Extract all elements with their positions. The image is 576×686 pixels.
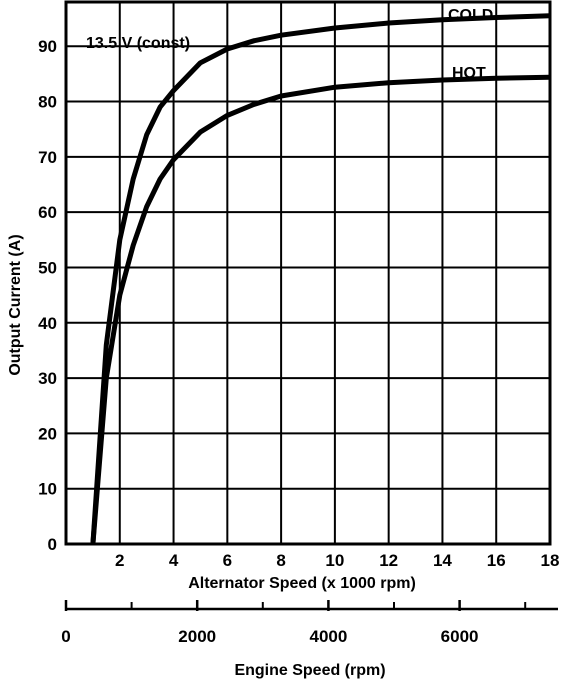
x-tick-labels: 2 4 6 8 10 12 14 16 18: [115, 551, 559, 570]
grid: [66, 2, 551, 544]
secondary-axis-title: Engine Speed (rpm): [234, 662, 385, 679]
y-tick-label: 20: [38, 424, 57, 443]
x-tick-label: 6: [223, 551, 232, 570]
engine-speed-tick-labels: 0 2000 4000 6000: [61, 627, 478, 646]
series-line-hot: [90, 74, 551, 545]
series-group: [90, 13, 551, 545]
x-tick-label: 8: [276, 551, 285, 570]
x-tick-label: 2: [115, 551, 124, 570]
engine-speed-tick-label: 4000: [309, 627, 347, 646]
y-tick-label: 40: [38, 314, 57, 333]
y-tick-label: 0: [48, 535, 57, 554]
plot-frame: [64, 0, 552, 546]
x-tick-label: 14: [433, 551, 452, 570]
x-axis-title: Alternator Speed (x 1000 rpm): [188, 575, 416, 592]
engine-speed-tick-label: 2000: [178, 627, 216, 646]
y-tick-label: 80: [38, 93, 57, 112]
engine-speed-axis: [64, 600, 558, 611]
engine-speed-tick-label: 0: [61, 627, 70, 646]
engine-speed-tick-label: 6000: [441, 627, 479, 646]
x-tick-label: 4: [169, 551, 179, 570]
x-tick-label: 18: [541, 551, 560, 570]
y-tick-labels: 0 10 20 30 40 50 60 70 80 90: [38, 37, 57, 554]
series-label-hot: HOT: [452, 65, 486, 82]
y-tick-label: 60: [38, 203, 57, 222]
x-tick-label: 12: [379, 551, 398, 570]
y-tick-label: 90: [38, 37, 57, 56]
annotation-label: 13.5 V (const): [86, 35, 190, 52]
y-tick-label: 10: [38, 480, 57, 499]
series-label-cold: COLD: [448, 7, 493, 24]
y-tick-label: 50: [38, 258, 57, 277]
y-tick-label: 70: [38, 148, 57, 167]
x-tick-label: 16: [487, 551, 506, 570]
y-axis-title: Output Current (A): [7, 234, 24, 375]
y-tick-label: 30: [38, 369, 57, 388]
x-tick-label: 10: [325, 551, 344, 570]
series-line-cold: [90, 13, 551, 545]
